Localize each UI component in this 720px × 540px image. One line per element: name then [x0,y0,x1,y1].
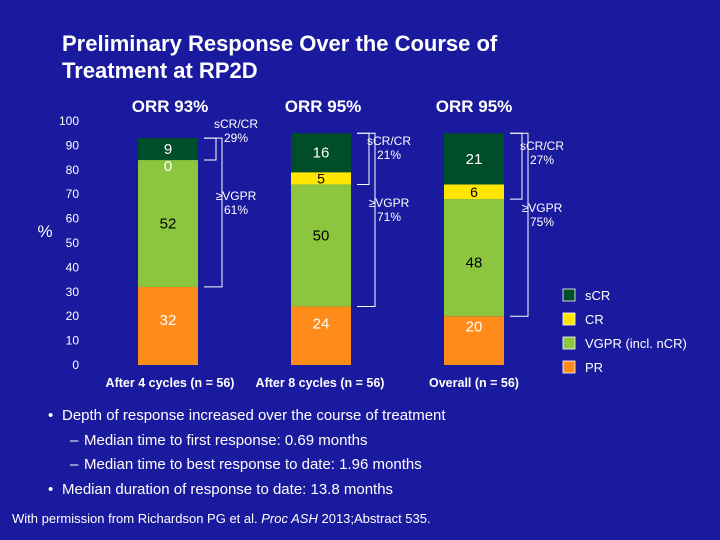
y-tick-label: 100 [59,114,79,128]
annotation-scr-cr-label: sCR/CR [367,134,411,148]
y-tick-label: 70 [66,187,80,201]
legend-label: CR [585,312,604,327]
bar-segment-pr [444,316,504,365]
bar-segment-cr [444,184,504,200]
x-category-label: Overall (n = 56) [429,376,519,390]
citation-prefix: With permission from Richardson PG et al… [12,511,258,526]
y-tick-label: 20 [66,309,80,323]
y-tick-label: 40 [66,260,80,274]
legend-swatch [562,312,576,326]
orr-label: ORR 93% [132,97,209,116]
bar-segment-pr [138,286,198,365]
annotation-vgpr-label: ≥VGPR [369,196,410,210]
y-tick-label: 80 [66,163,80,177]
slide-title-line-2: Treatment at RP2D [62,58,258,83]
bar-label-cr: 6 [470,184,478,200]
bracket-vgpr [510,132,529,317]
slide-title: Preliminary Response Over the Course of … [62,30,497,84]
slide-title-line-1: Preliminary Response Over the Course of [62,31,498,56]
y-tick-label: 30 [66,285,80,299]
legend-swatch [562,288,576,302]
orr-label: ORR 95% [436,97,513,116]
bar-segment-cr [291,172,351,185]
legend-swatch [562,336,576,350]
annotation-scr-cr-value: 29% [224,131,248,145]
legend-label: PR [585,360,603,375]
bar-segment-vgpr [138,160,198,287]
bullet-time-to-best-response: Median time to best response to date: 1.… [46,453,446,478]
annotation-scr-cr-value: 27% [530,153,554,167]
annotation-scr-cr-value: 21% [377,148,401,162]
bracket-scr-cr [204,137,217,161]
y-axis-title: % [37,222,52,241]
bar-segment-pr [291,306,351,365]
annotation-vgpr-value: 75% [530,215,554,229]
citation: With permission from Richardson PG et al… [12,511,431,526]
bar-segment-vgpr [291,184,351,307]
annotation-vgpr-value: 61% [224,203,248,217]
annotation-vgpr-label: ≥VGPR [522,201,563,215]
x-category-label: After 8 cycles (n = 56) [256,376,385,390]
legend-label: sCR [585,288,610,303]
bar-label-pr: 20 [466,319,483,336]
orr-label: ORR 95% [285,97,362,116]
legend-swatch [562,360,576,374]
bar-label-vgpr: 50 [313,227,330,244]
annotation-vgpr-label: ≥VGPR [216,189,257,203]
bar-label-vgpr: 48 [466,255,483,272]
bar-label-scr: 16 [313,145,330,162]
bullet-depth-of-response: Depth of response increased over the cou… [46,404,446,429]
bar-label-pr: 24 [313,316,330,333]
y-tick-label: 60 [66,212,80,226]
annotation-scr-cr-label: sCR/CR [520,139,564,153]
bullet-duration-of-response: Median duration of response to date: 13.… [46,478,446,503]
bar-label-scr: 9 [164,141,172,158]
bar-label-pr: 32 [160,312,177,329]
bar-segment-scr [138,138,198,161]
bullet-time-to-first-response: Median time to first response: 0.69 mont… [46,429,446,454]
y-tick-label: 10 [66,334,80,348]
annotation-scr-cr-label: sCR/CR [214,117,258,131]
legend-label: VGPR (incl. nCR) [585,336,687,351]
bar-segment-scr [291,133,351,173]
bar-segment-vgpr [444,199,504,317]
bar-label-vgpr: 52 [160,215,177,232]
bar-label-scr: 21 [466,151,483,168]
bar-label-cr: 5 [317,170,325,186]
citation-journal: Proc ASH [261,511,318,526]
y-tick-label: 0 [72,358,79,372]
bracket-vgpr [204,137,223,288]
y-tick-label: 90 [66,138,80,152]
bracket-vgpr [357,132,376,307]
bar-segment-scr [444,133,504,185]
bar-label-cr: 0 [164,158,172,175]
y-tick-label: 50 [66,236,80,250]
annotation-vgpr-value: 71% [377,210,401,224]
x-category-label: After 4 cycles (n = 56) [106,376,235,390]
citation-suffix: 2013;Abstract 535. [321,511,431,526]
bullet-list: Depth of response increased over the cou… [46,404,446,502]
